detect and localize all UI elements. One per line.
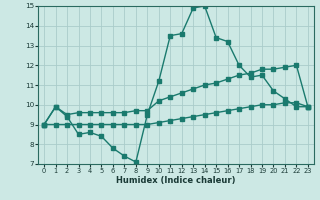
X-axis label: Humidex (Indice chaleur): Humidex (Indice chaleur)	[116, 176, 236, 185]
